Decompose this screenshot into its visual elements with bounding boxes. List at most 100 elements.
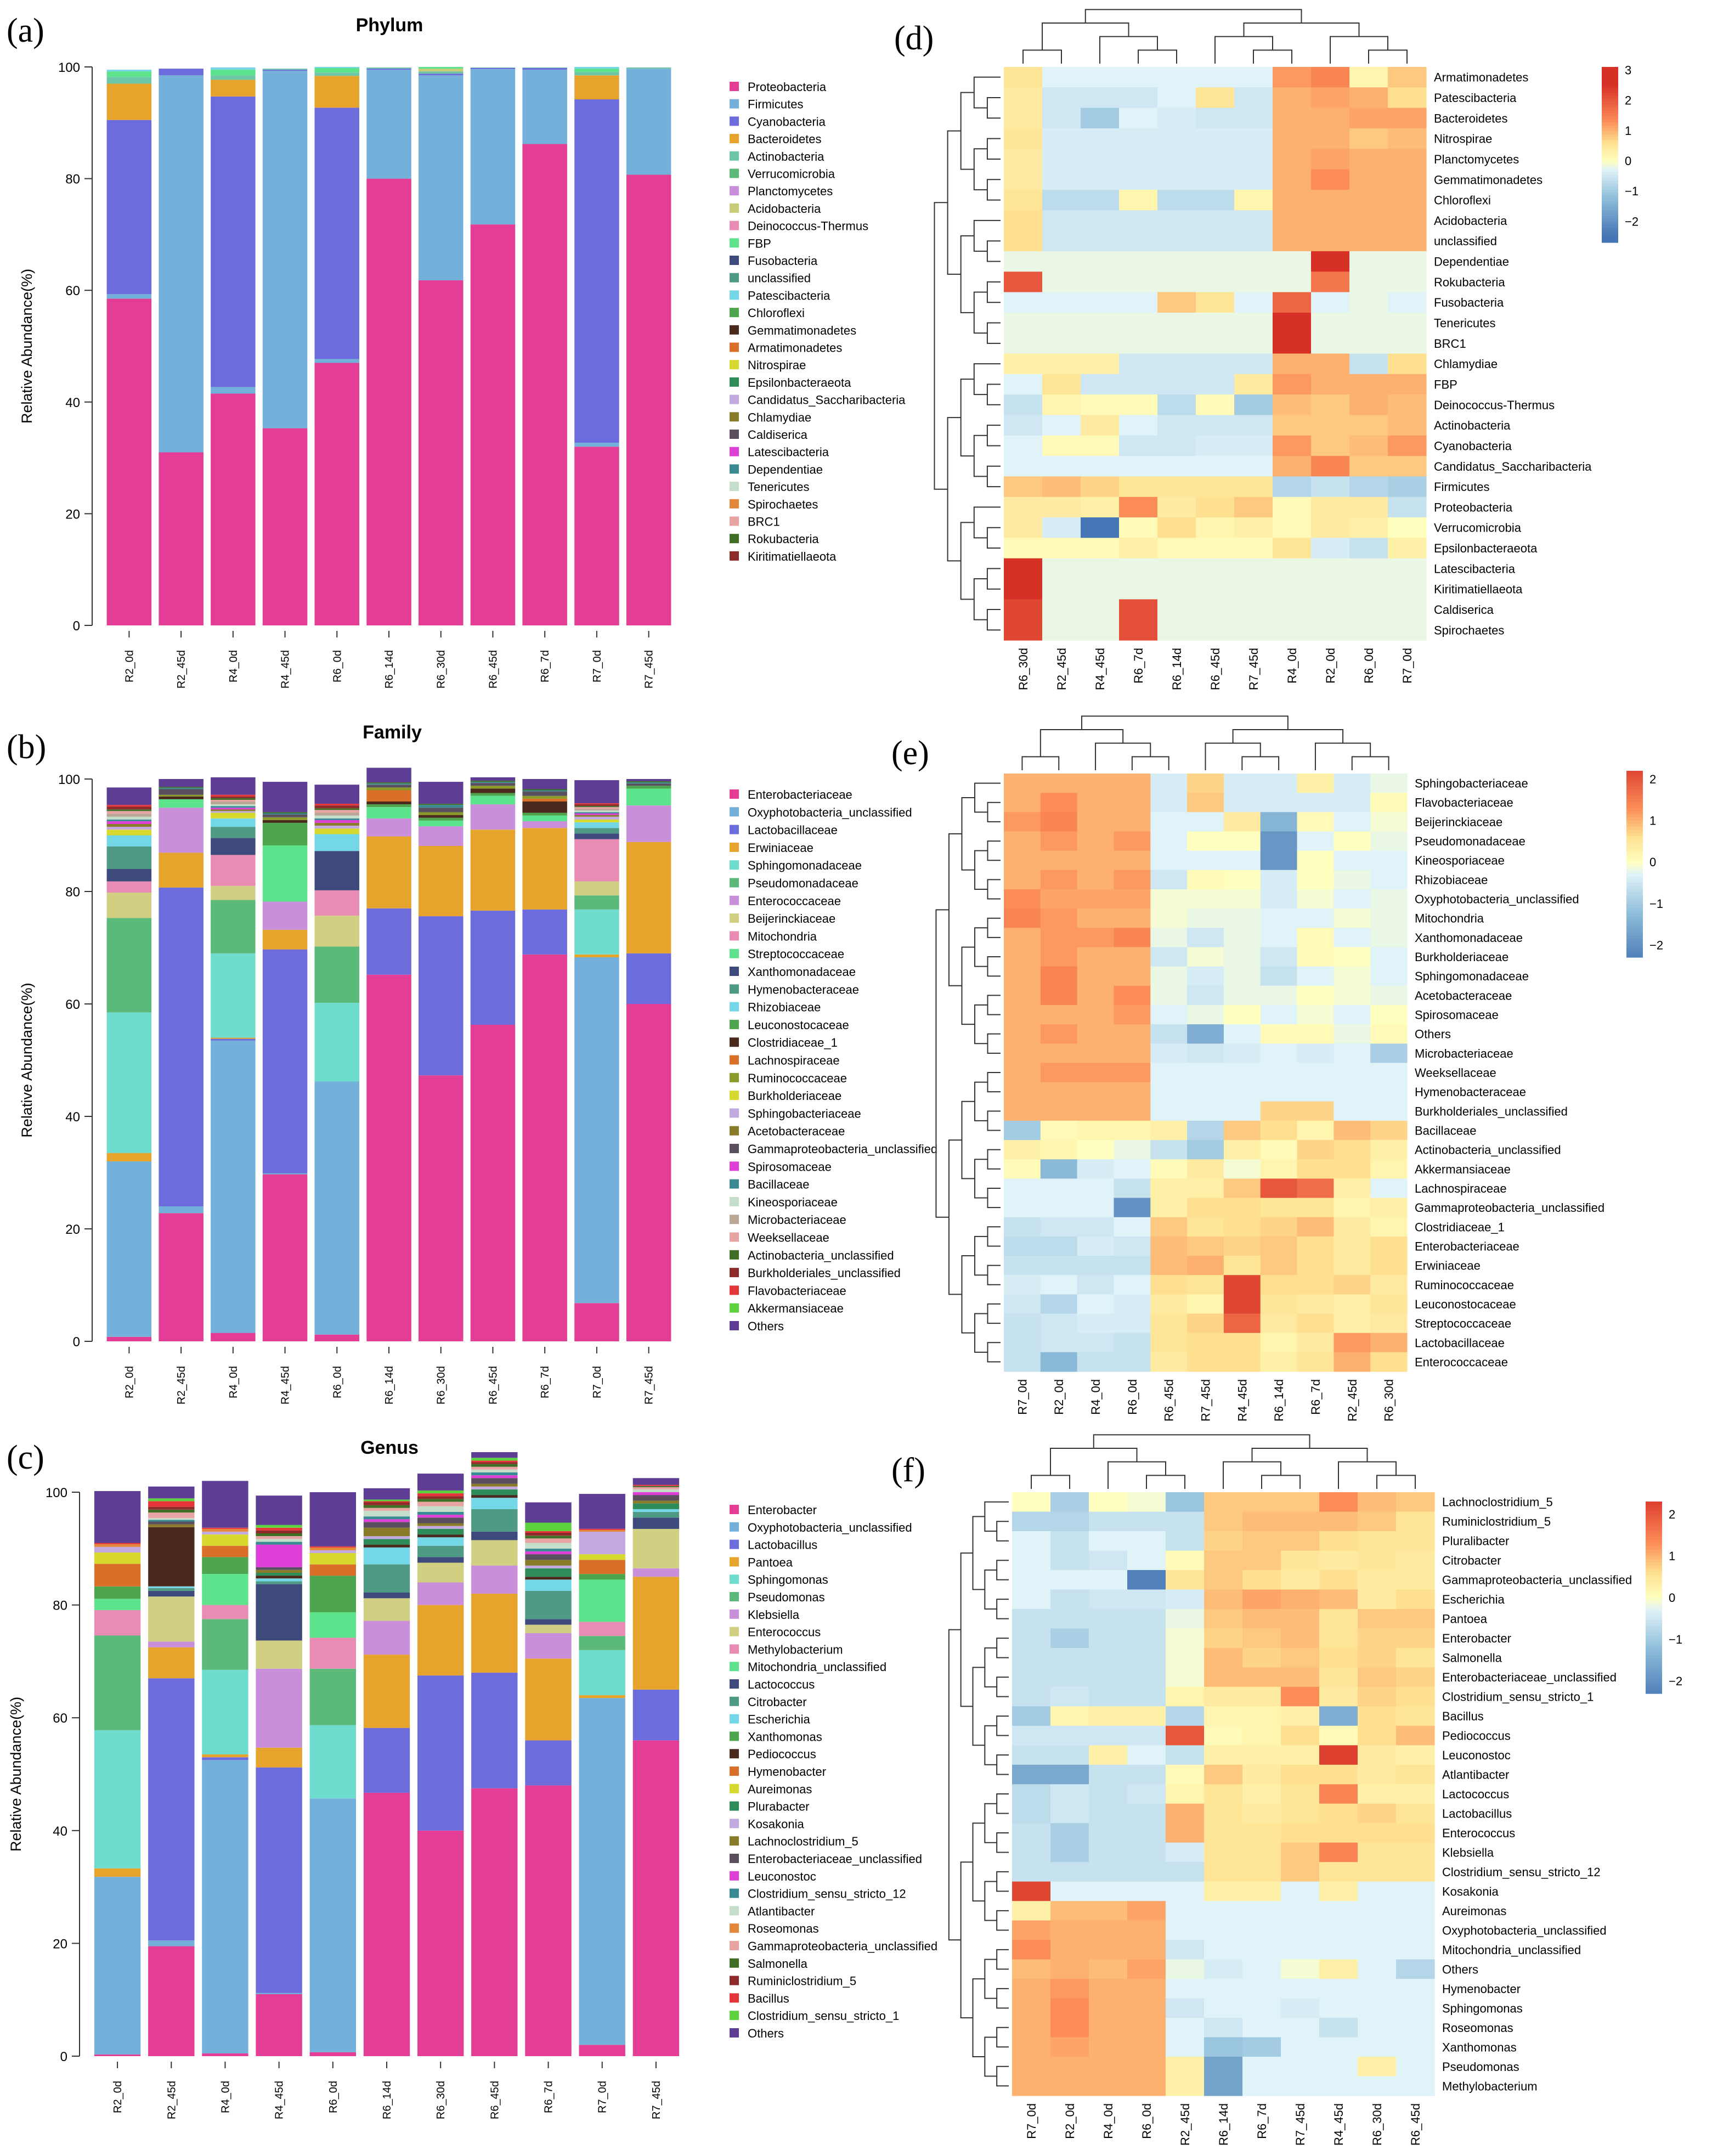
legend-swatch-pseudomonas	[730, 1592, 739, 1601]
heatmap-cell	[1388, 333, 1427, 354]
color-legend-step	[1646, 1690, 1662, 1694]
bar-segment-proteobacteria	[419, 280, 464, 625]
heatmap-cell	[1196, 374, 1235, 395]
color-legend-step	[1646, 1604, 1662, 1608]
row-label-acidobacteria: Acidobacteria	[1434, 214, 1507, 228]
bar-segment-roseomonas	[309, 1547, 356, 1550]
column-label-r4-0d: R4_0d	[1285, 648, 1299, 684]
column-dendrogram-branch	[1131, 756, 1169, 770]
heatmap-cell	[1388, 517, 1427, 538]
bar-segment-enterobacteriaceae-unclassified	[525, 1554, 572, 1560]
heatmap-cell	[1396, 1589, 1435, 1610]
row-dendrogram-branch	[987, 1033, 1001, 1054]
heatmap-cell	[1127, 1901, 1166, 1921]
heatmap-cell	[1196, 353, 1235, 375]
bar-segment-xanthomonas	[202, 1557, 248, 1574]
heatmap-cell	[1396, 1920, 1435, 1940]
heatmap-cell	[1114, 1333, 1151, 1353]
heatmap-cell	[1273, 272, 1312, 293]
heatmap-cell	[1040, 812, 1078, 832]
heatmap-cell	[1077, 928, 1114, 948]
bar-segment-salmonella	[148, 1509, 195, 1512]
color-legend-step	[1646, 1540, 1662, 1544]
column-dendrogram-branch	[1351, 756, 1389, 770]
bar-segment-firmicutes	[366, 70, 411, 179]
y-axis-label: Relative Abundance(%)	[8, 1697, 24, 1852]
color-legend-tick: −2	[1669, 1674, 1682, 1688]
heatmap-cell	[1081, 149, 1120, 170]
heatmap-cell	[1089, 2037, 1128, 2057]
heatmap-cell	[1166, 2018, 1205, 2038]
bar-segment-enterobacteriaceae	[211, 1333, 256, 1341]
heatmap-cell	[1273, 169, 1312, 190]
bar-segment-bacillus	[148, 1501, 195, 1507]
color-legend-step	[1602, 137, 1618, 140]
heatmap-cell	[1242, 1881, 1281, 1901]
heatmap-cell	[1204, 1881, 1243, 1901]
legend-swatch-clostridium-sensu-stricto-1	[730, 2011, 739, 2020]
heatmap-cell	[1004, 1198, 1041, 1218]
heatmap-cell	[1004, 149, 1043, 170]
heatmap-cell	[1166, 1803, 1205, 1824]
heatmap-cell	[1012, 1686, 1051, 1707]
heatmap-cell	[1089, 1920, 1128, 1940]
heatmap-cell	[1114, 793, 1151, 812]
heatmap-cell	[1050, 1531, 1089, 1551]
heatmap-cell	[1281, 1686, 1320, 1707]
heatmap-cell	[1370, 908, 1408, 928]
heatmap-cell	[1157, 230, 1196, 252]
legend-label-nitrospirae: Nitrospirae	[748, 358, 806, 372]
panel-label-b: (b)	[7, 729, 46, 766]
color-legend-step	[1602, 239, 1618, 243]
row-label-rokubacteria: Rokubacteria	[1434, 275, 1505, 289]
heatmap-cell	[1273, 579, 1312, 600]
heatmap-cell	[1396, 1647, 1435, 1668]
color-legend-step	[1602, 222, 1618, 225]
color-legend-step	[1646, 1687, 1662, 1691]
heatmap-cell	[1223, 1159, 1261, 1179]
heatmap-cell	[1297, 812, 1334, 832]
heatmap-cell	[1004, 1236, 1041, 1256]
heatmap-cell	[1196, 476, 1235, 498]
heatmap-cell	[1334, 1043, 1371, 1064]
legend-label-sphingomonadaceae: Sphingomonadaceae	[748, 859, 862, 872]
heatmap-cell	[1004, 87, 1043, 109]
legend-label-hymenobacter: Hymenobacter	[748, 1765, 826, 1779]
heatmap-cell	[1150, 1236, 1188, 1256]
heatmap-cell	[1077, 1043, 1114, 1064]
heatmap-cell	[1319, 1686, 1358, 1707]
heatmap-cell	[1127, 1647, 1166, 1668]
legend-swatch-verrucomicrobia	[730, 168, 739, 178]
row-dendrogram-branch	[947, 130, 961, 275]
color-legend-step	[1626, 829, 1643, 833]
color-legend-step	[1602, 87, 1618, 91]
heatmap-cell	[1273, 435, 1312, 456]
color-legend-step	[1626, 786, 1643, 790]
row-label-xanthomonadaceae: Xanthomonadaceae	[1415, 931, 1523, 945]
heatmap-cell	[1004, 67, 1043, 88]
bar-segment-lactobacillaceae	[522, 909, 567, 955]
bar-segment-erwiniaceae	[106, 1153, 152, 1161]
column-dendrogram-branch	[1095, 742, 1151, 770]
row-label-mitochondria-unclassified: Mitochondria_unclassified	[1442, 1943, 1581, 1957]
bar-segment-pantoea	[525, 1658, 572, 1741]
heatmap-cell	[1204, 2018, 1243, 2038]
heatmap-cell	[1388, 476, 1427, 498]
bar-segment-acetobacteraceae	[574, 815, 619, 817]
legend-swatch-others	[730, 1321, 739, 1330]
bar-segment-others	[256, 1495, 302, 1525]
heatmap-cell	[1358, 1570, 1397, 1590]
bar-segment-streptococcaceae	[522, 815, 567, 821]
heatmap-cell	[1281, 1842, 1320, 1862]
row-dendrogram-branch	[996, 1949, 1009, 1970]
row-dendrogram-branch	[987, 1072, 1001, 1093]
legend-swatch-erwiniaceae	[730, 842, 739, 852]
row-label-hymenobacter: Hymenobacter	[1442, 1982, 1521, 1996]
color-legend-step	[1602, 184, 1618, 188]
bar-segment-actinobacteria	[419, 71, 464, 74]
heatmap-cell	[1242, 1725, 1281, 1746]
heatmap-cell	[1127, 2057, 1166, 2077]
heatmap-cell	[1166, 1979, 1205, 1999]
bar-segment-clostridium-sensu-stricto-12	[471, 1472, 518, 1476]
bar-segment-pantoea	[417, 1605, 464, 1676]
